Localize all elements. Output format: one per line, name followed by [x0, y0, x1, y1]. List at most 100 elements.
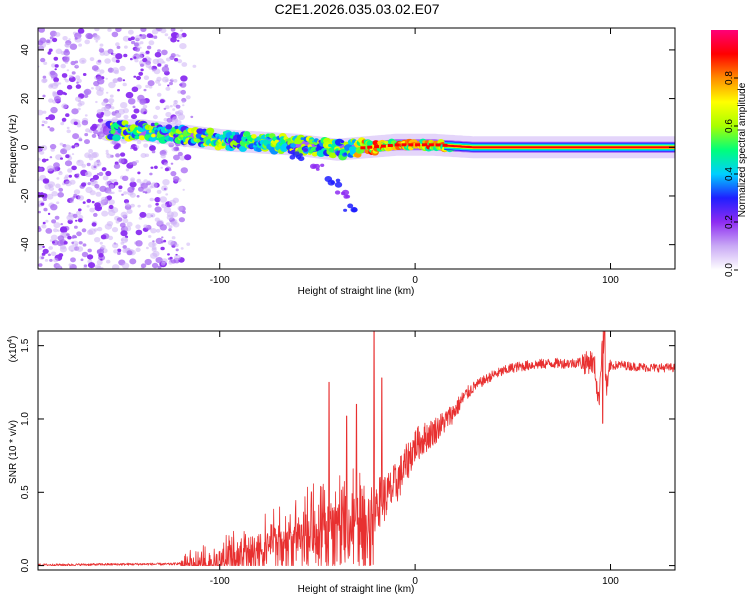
- noise-speckle: [97, 226, 103, 232]
- track-blob: [372, 140, 380, 146]
- noise-speckle: [102, 175, 109, 181]
- noise-speckle: [139, 46, 142, 49]
- noise-speckle: [65, 113, 70, 117]
- track-blob: [149, 136, 157, 142]
- top-y-axis-label: Frequency (Hz): [8, 115, 19, 184]
- noise-speckle: [123, 191, 128, 195]
- noise-speckle: [75, 84, 82, 89]
- secondary-track-blob: [347, 203, 354, 209]
- noise-speckle: [40, 145, 48, 151]
- track-blob: [165, 124, 173, 130]
- noise-speckle: [60, 63, 66, 69]
- noise-speckle: [161, 258, 168, 264]
- noise-speckle: [140, 68, 144, 72]
- noise-speckle: [53, 228, 58, 233]
- noise-speckle: [56, 177, 60, 180]
- noise-speckle: [39, 255, 45, 260]
- noise-speckle: [104, 223, 113, 230]
- noise-speckle: [141, 108, 145, 112]
- noise-speckle: [137, 171, 141, 175]
- noise-speckle: [96, 89, 104, 96]
- noise-speckle: [169, 55, 175, 60]
- noise-speckle: [135, 35, 142, 41]
- noise-speckle: [75, 219, 78, 222]
- colorbar-tick-label: 0.2: [724, 215, 735, 229]
- noise-speckle: [186, 242, 191, 246]
- noise-speckle: [145, 212, 153, 219]
- noise-speckle: [123, 114, 129, 120]
- noise-speckle: [169, 81, 173, 86]
- track-red-segment: [394, 143, 400, 147]
- noise-speckle: [122, 35, 130, 42]
- chart-title: C2E1.2026.035.03.02.E07: [274, 1, 439, 17]
- noise-speckle: [97, 59, 102, 63]
- noise-speckle: [78, 43, 82, 47]
- noise-speckle: [50, 204, 58, 211]
- noise-speckle: [93, 129, 99, 135]
- noise-speckle: [67, 235, 72, 240]
- track-blob: [134, 135, 140, 140]
- noise-speckle: [106, 259, 111, 264]
- noise-speckle: [170, 78, 174, 81]
- top-x-axis-label: Height of straight line (km): [298, 286, 415, 297]
- noise-speckle: [54, 95, 61, 102]
- noise-speckle: [164, 153, 168, 156]
- noise-speckle: [171, 211, 179, 218]
- noise-speckle: [47, 126, 51, 129]
- track-red-segment: [360, 146, 366, 150]
- noise-speckle: [136, 178, 142, 183]
- noise-speckle: [105, 170, 112, 177]
- noise-speckle: [89, 207, 95, 213]
- noise-speckle: [115, 53, 123, 60]
- noise-speckle: [129, 258, 137, 265]
- secondary-track-blob: [335, 178, 341, 183]
- noise-speckle: [51, 77, 54, 80]
- noise-speckle: [50, 82, 59, 89]
- noise-speckle: [76, 81, 79, 84]
- noise-speckle: [53, 162, 60, 169]
- noise-speckle: [91, 164, 98, 170]
- noise-speckle: [161, 66, 170, 73]
- noise-speckle: [101, 210, 109, 217]
- track-blob: [150, 122, 156, 127]
- noise-speckle: [190, 115, 194, 119]
- noise-speckle: [117, 251, 121, 255]
- noise-speckle: [133, 147, 138, 151]
- noise-speckle: [154, 217, 160, 222]
- noise-speckle: [71, 108, 79, 115]
- noise-speckle: [94, 202, 101, 208]
- noise-speckle: [48, 70, 56, 77]
- noise-speckle: [54, 64, 59, 68]
- noise-speckle: [47, 212, 51, 215]
- noise-speckle: [100, 245, 106, 250]
- noise-speckle: [51, 219, 57, 224]
- track-red-segment: [374, 145, 380, 149]
- noise-speckle: [96, 266, 102, 269]
- noise-speckle: [117, 248, 122, 253]
- noise-speckle: [142, 190, 146, 194]
- noise-speckle: [43, 207, 48, 212]
- noise-speckle: [124, 225, 132, 232]
- noise-speckle: [153, 68, 161, 75]
- noise-speckle: [49, 239, 53, 242]
- noise-speckle: [84, 139, 90, 145]
- secondary-track-blob: [334, 181, 343, 188]
- noise-speckle: [115, 220, 120, 224]
- noise-speckle: [74, 144, 79, 148]
- noise-speckle: [81, 120, 89, 126]
- noise-speckle: [151, 262, 159, 269]
- noise-speckle: [130, 203, 135, 208]
- noise-speckle: [66, 84, 73, 90]
- noise-speckle: [100, 196, 108, 203]
- top-y-tick-label: 40: [20, 44, 31, 56]
- noise-speckle: [160, 166, 163, 169]
- noise-speckle: [119, 222, 126, 228]
- noise-speckle: [70, 60, 76, 66]
- noise-speckle: [123, 199, 130, 204]
- noise-speckle: [79, 101, 85, 106]
- noise-speckle: [175, 248, 179, 252]
- noise-speckle: [47, 253, 51, 257]
- noise-speckle: [65, 79, 69, 83]
- noise-speckle: [179, 43, 187, 50]
- noise-speckle: [64, 48, 69, 53]
